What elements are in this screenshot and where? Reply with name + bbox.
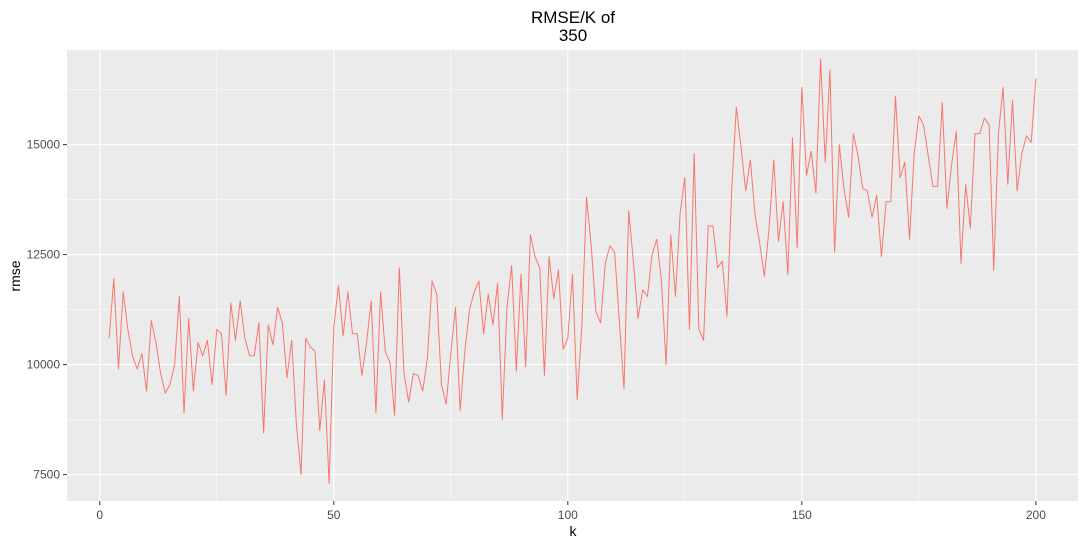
y-tick-label-12500: 12500 <box>27 248 61 262</box>
y-tick-label-15000: 15000 <box>27 138 61 152</box>
y-tick-label-7500: 7500 <box>33 468 60 482</box>
y-tick-label-10000: 10000 <box>27 358 61 372</box>
axis-ticks: 0 50 100 150 200 7500 10000 12500 15000 <box>27 138 1047 522</box>
y-axis-title: rmse <box>7 260 23 291</box>
series-line-rmse <box>108 58 1037 484</box>
chart-title-line-2: 350 <box>559 26 587 45</box>
chart-title-line-1: RMSE/K of <box>531 8 615 27</box>
x-axis-title: k <box>570 523 578 539</box>
x-tick-label-100: 100 <box>558 508 578 522</box>
grid-lines <box>67 50 1078 501</box>
x-tick-label-200: 200 <box>1026 508 1046 522</box>
x-tick-label-0: 0 <box>96 508 103 522</box>
x-tick-label-150: 150 <box>792 508 812 522</box>
x-tick-label-50: 50 <box>327 508 341 522</box>
